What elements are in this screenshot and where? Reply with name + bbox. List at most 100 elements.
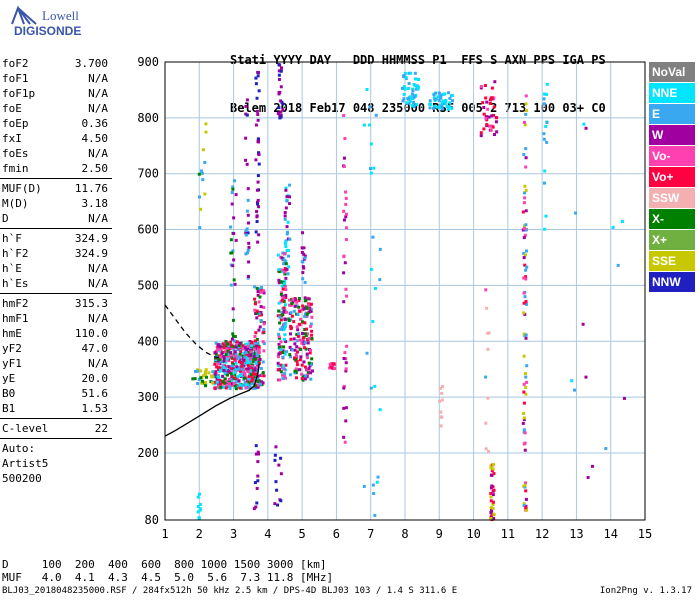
echo-point [484, 288, 488, 292]
echo-point [524, 165, 528, 169]
echo-point [255, 337, 259, 341]
echo-point [229, 251, 233, 255]
echo-point [273, 458, 277, 462]
echo-point [344, 357, 348, 361]
echo-point [274, 445, 278, 449]
echo-point [343, 351, 347, 355]
echo-point [342, 209, 346, 213]
echo-point [284, 376, 288, 380]
echo-point [524, 489, 528, 493]
echo-point [246, 346, 250, 350]
lowell-digisonde-logo: Lowell DIGISONDE [8, 6, 108, 50]
echo-point [213, 386, 217, 390]
echo-point [282, 309, 286, 313]
echo-point [254, 452, 258, 456]
echo-point [295, 332, 299, 336]
echo-point [491, 463, 495, 467]
echo-point [249, 366, 253, 370]
x-tick-label: 1 [161, 527, 168, 541]
echo-point [375, 480, 379, 484]
param-value: 22 [94, 422, 108, 435]
echo-point [204, 368, 208, 372]
echo-point [523, 485, 527, 489]
echo-point [255, 286, 259, 290]
echo-point [207, 371, 211, 375]
echo-point [407, 71, 411, 75]
echo-point [342, 165, 346, 169]
echo-point [524, 102, 528, 106]
echo-point [303, 341, 307, 345]
echo-point [257, 361, 261, 365]
echo-point [260, 383, 264, 387]
param-row: D N/A [0, 211, 112, 226]
echo-point [281, 313, 285, 317]
echo-point [257, 346, 261, 350]
echo-point [522, 236, 526, 240]
echo-point [293, 304, 297, 308]
echo-point [255, 309, 259, 313]
param-label: h`E [2, 262, 22, 275]
echo-point [586, 475, 590, 479]
echo-point [237, 367, 241, 371]
echo-point [215, 356, 219, 360]
echo-point [415, 85, 419, 89]
param-value: 51.6 [81, 387, 109, 400]
echo-point [256, 240, 260, 244]
echo-point [237, 379, 241, 383]
echo-point [217, 384, 221, 388]
echo-point [250, 356, 254, 360]
echo-point [233, 385, 237, 389]
x-tick-label: 14 [603, 527, 617, 541]
param-label: hmE [2, 327, 22, 340]
echo-point [231, 332, 235, 336]
echo-point [288, 373, 292, 377]
param-value: N/A [88, 262, 108, 275]
echo-point [215, 365, 219, 369]
echo-point [281, 364, 285, 368]
echo-point [287, 319, 291, 323]
echo-point [245, 209, 249, 213]
echo-point [229, 238, 233, 242]
echo-point [281, 351, 285, 355]
echo-point [524, 209, 528, 213]
echo-point [523, 253, 527, 257]
x-tick-labels: 1 2 3 4 5 6 7 8 9 10 11 12 13 14 15 [161, 527, 652, 541]
echo-point [620, 219, 624, 223]
echo-point [310, 357, 314, 361]
echo-point [240, 354, 244, 358]
echo-point [233, 179, 237, 183]
echo-point [259, 318, 263, 322]
echo-point [305, 356, 309, 360]
param-row: h`E N/A [0, 261, 112, 276]
echo-point [229, 340, 233, 344]
echo-point [489, 464, 493, 468]
echo-point [439, 424, 443, 428]
echo-point [491, 506, 495, 510]
echo-point [213, 351, 217, 355]
echo-point [249, 342, 253, 346]
echo-point [278, 315, 282, 319]
echo-point [409, 71, 413, 75]
echo-point [228, 386, 232, 390]
echo-point [256, 479, 260, 483]
param-label: foEp [2, 117, 29, 130]
echo-point [303, 346, 307, 350]
echo-point [303, 321, 307, 325]
echo-point [299, 347, 303, 351]
echo-point [233, 370, 237, 374]
echo-point [238, 352, 242, 356]
echo-point [294, 371, 298, 375]
echo-point [242, 358, 246, 362]
echo-point [489, 466, 493, 470]
echo-point [304, 374, 308, 378]
echo-point [223, 377, 227, 381]
echo-point [302, 246, 306, 250]
echo-point [245, 359, 249, 363]
echo-point [299, 355, 303, 359]
echo-point [283, 352, 287, 356]
echo-point [289, 311, 293, 315]
echo-point [293, 297, 297, 301]
echo-point [522, 251, 526, 255]
echo-point [604, 447, 608, 451]
echo-point [279, 340, 283, 344]
